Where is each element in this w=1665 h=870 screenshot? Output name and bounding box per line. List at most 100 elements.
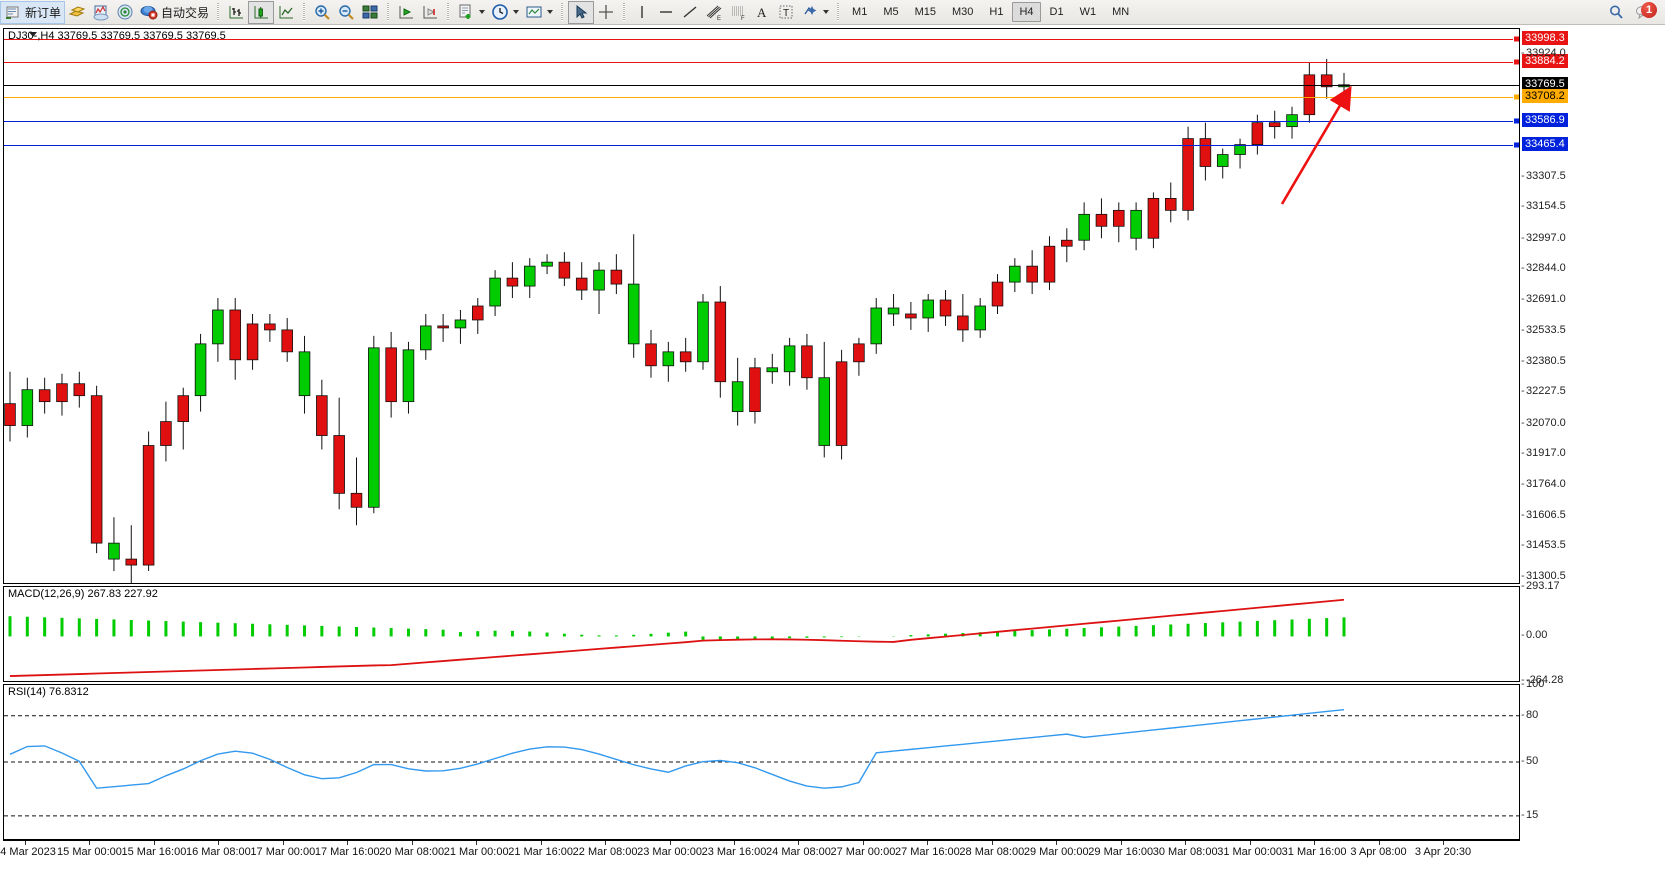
crosshair-tool-button[interactable] [594,1,618,24]
time-tick [605,841,607,845]
vertical-line-tool-button[interactable] [630,1,654,24]
timeframe-mn[interactable]: MN [1112,6,1130,18]
price-level-label-33465.4[interactable]: 33465.4 [1522,137,1568,152]
signals-button[interactable] [113,1,137,24]
price-tick: 31606.5 [1521,509,1566,521]
price-level-handle[interactable] [1513,93,1519,101]
text-tool-button[interactable]: A [750,1,774,24]
chart-cloud-icon [92,3,110,21]
timeframe-w1[interactable]: W1 [1079,6,1097,18]
symbol-dropdown-icon[interactable] [29,32,37,37]
price-level-line-33769.5[interactable] [4,84,1519,86]
new-order-button[interactable]: 新订单 [0,0,66,24]
add-indicator-button[interactable] [454,1,488,24]
add-indicator-caret-icon[interactable] [479,10,486,14]
rsi-tick: 15 [1521,809,1538,821]
trendline-icon [681,3,699,21]
bar-chart-button[interactable] [224,1,248,24]
trendline-tool-button[interactable] [678,1,702,24]
line-chart-button[interactable] [274,1,298,24]
line-chart-icon [277,3,295,21]
text-a-icon: A [753,3,771,21]
price-level-label-33769.5[interactable]: 33769.5 [1522,76,1568,91]
price-pane[interactable]: DJ30-,H4 33769.5 33769.5 33769.5 33769.5 [3,28,1520,584]
period-button[interactable] [488,1,522,24]
notifications-button[interactable]: 1 [1635,2,1657,21]
chart-shift-button[interactable] [394,1,418,24]
time-tick [1314,841,1316,845]
fibonacci-tool-button[interactable]: F [726,1,750,24]
timeframe-h1[interactable]: H1 [989,6,1004,18]
cursor-tool-button[interactable] [568,0,595,24]
zoom-out-button[interactable] [334,1,358,24]
equidistant-channel-button[interactable]: E [702,1,726,24]
time-label: 23 Mar 16:00 [701,846,767,858]
price-level-handle[interactable] [1513,35,1519,43]
timeframe-m15[interactable]: M15 [914,6,936,18]
price-level-line-33465.4[interactable] [4,145,1519,147]
price-level-handle[interactable] [1513,58,1519,66]
auto-scroll-button[interactable] [418,1,442,24]
price-tick: 32227.5 [1521,385,1566,397]
rsi-tick: 80 [1521,709,1538,721]
rsi-axis[interactable]: 100 80 50 15 [1520,678,1665,840]
price-tick: 33924.0 [1521,47,1566,59]
price-level-label-33708.2[interactable]: 33708.2 [1522,89,1568,104]
time-label: 24 Mar 08:00 [766,846,831,858]
rsi-pane[interactable]: RSI(14) 76.8312 [3,684,1520,840]
price-level-line-33708.2[interactable] [4,97,1519,99]
price-tick: 32844.0 [1521,262,1566,274]
price-level-label-33586.9[interactable]: 33586.9 [1522,113,1568,128]
toolbar-separator-3 [385,2,391,22]
timeframe-m30[interactable]: M30 [952,6,974,18]
chart-area[interactable]: DJ30-,H4 33769.5 33769.5 33769.5 33769.5… [0,25,1665,858]
timeframe-d1[interactable]: D1 [1049,6,1064,18]
tile-windows-button[interactable] [358,1,382,24]
objects-list-button[interactable] [798,1,832,24]
price-level-handle[interactable] [1513,117,1519,125]
timeframe-h4[interactable]: H4 [1012,2,1041,22]
price-tick: 32997.0 [1521,232,1566,244]
cursor-arrow-icon [572,3,590,21]
text-label-tool-button[interactable]: T [774,1,798,24]
timeframe-m1[interactable]: M1 [852,6,868,18]
time-tick [1056,841,1058,845]
auto-trading-button[interactable]: 自动交易 [137,1,212,24]
price-level-label-33998.3[interactable]: 33998.3 [1522,31,1568,46]
timeframe-m5[interactable]: M5 [883,6,899,18]
time-tick [862,841,864,845]
price-axis[interactable]: 33998.3 33884.2 33769.5 33708.2 33586.9 33465… [1520,28,1665,584]
vertical-line-icon [633,3,651,21]
time-label: 28 Mar 08:00 [959,846,1025,858]
price-level-line-33884.2[interactable] [4,62,1519,64]
svg-text:T: T [783,8,789,19]
price-level-line-33586.9[interactable] [4,121,1519,123]
time-label: 31 Mar 00:00 [1217,846,1283,858]
template-icon [525,3,543,21]
search-icon[interactable] [1607,3,1625,21]
rsi-plot [4,708,1519,817]
time-tick [540,841,542,845]
templates-button[interactable] [522,1,556,24]
zoom-in-button[interactable] [310,1,334,24]
period-caret-icon[interactable] [513,10,520,14]
candlestick-chart-button[interactable] [248,0,275,24]
time-label: 30 Mar 08:00 [1152,846,1218,858]
time-tick [1185,841,1187,845]
time-tick [734,841,735,845]
macd-axis[interactable]: 293.170.00-264.28 [1520,580,1665,686]
time-axis[interactable]: 14 Mar 2023 15 Mar 00:00 15 Mar 16:00 16 Ma… [0,840,1520,870]
time-label: 21 Mar 00:00 [443,846,509,858]
fibonacci-icon: F [729,3,747,21]
chart-cloud-button[interactable] [89,1,113,24]
macd-pane[interactable]: MACD(12,26,9) 267.83 227.92 [3,586,1520,682]
time-tick [669,841,671,845]
objects-caret-icon[interactable] [823,10,830,14]
gold-bars-button[interactable] [65,1,89,24]
annotation-arrow-icon [1280,85,1352,205]
price-level-handle[interactable] [1513,141,1519,149]
templates-caret-icon[interactable] [547,10,554,14]
time-label: 3 Apr 20:30 [1414,846,1472,858]
price-level-line-33998.3[interactable] [4,39,1519,41]
horizontal-line-tool-button[interactable] [654,1,678,24]
